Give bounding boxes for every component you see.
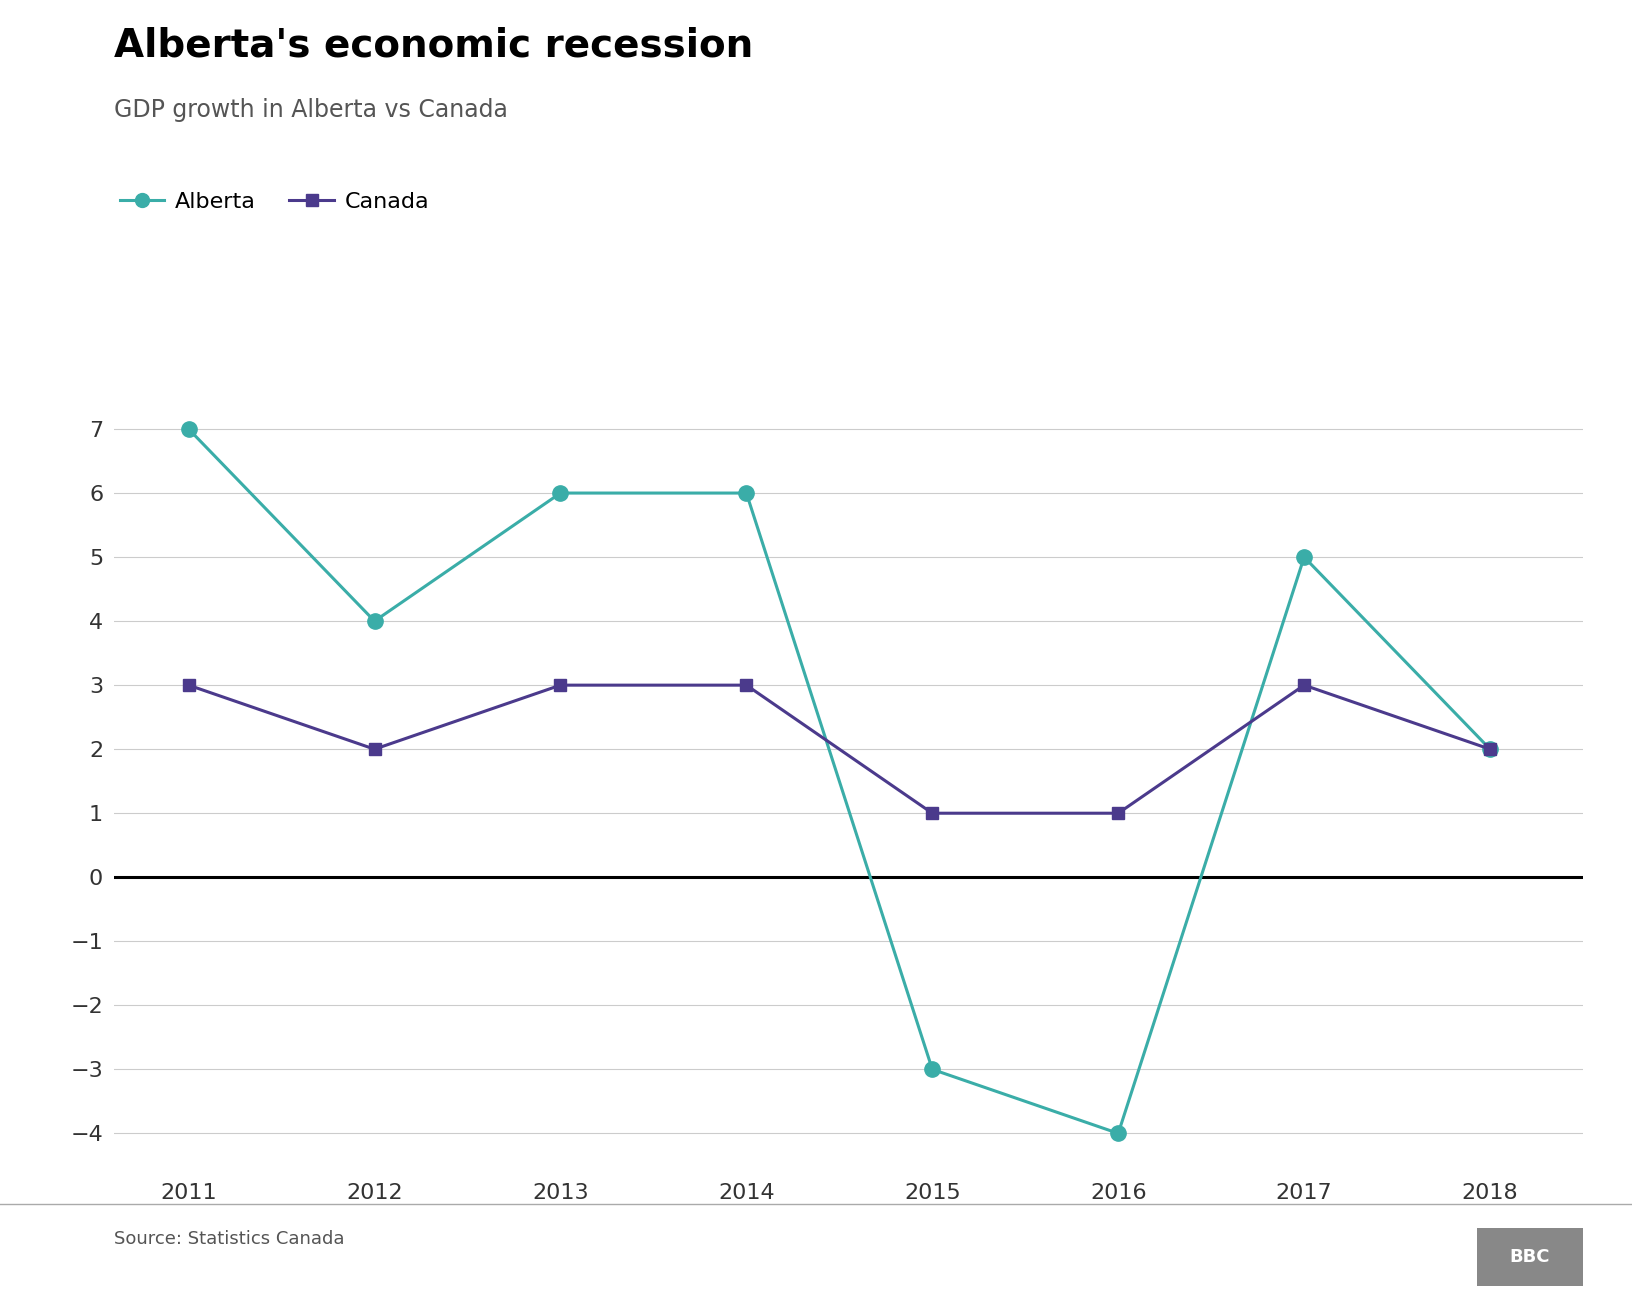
Legend: Alberta, Canada: Alberta, Canada xyxy=(111,184,439,221)
Text: GDP growth in Alberta vs Canada: GDP growth in Alberta vs Canada xyxy=(114,98,508,121)
Text: Source: Statistics Canada: Source: Statistics Canada xyxy=(114,1230,344,1249)
Text: Alberta's economic recession: Alberta's economic recession xyxy=(114,26,754,64)
Text: BBC: BBC xyxy=(1510,1249,1550,1266)
